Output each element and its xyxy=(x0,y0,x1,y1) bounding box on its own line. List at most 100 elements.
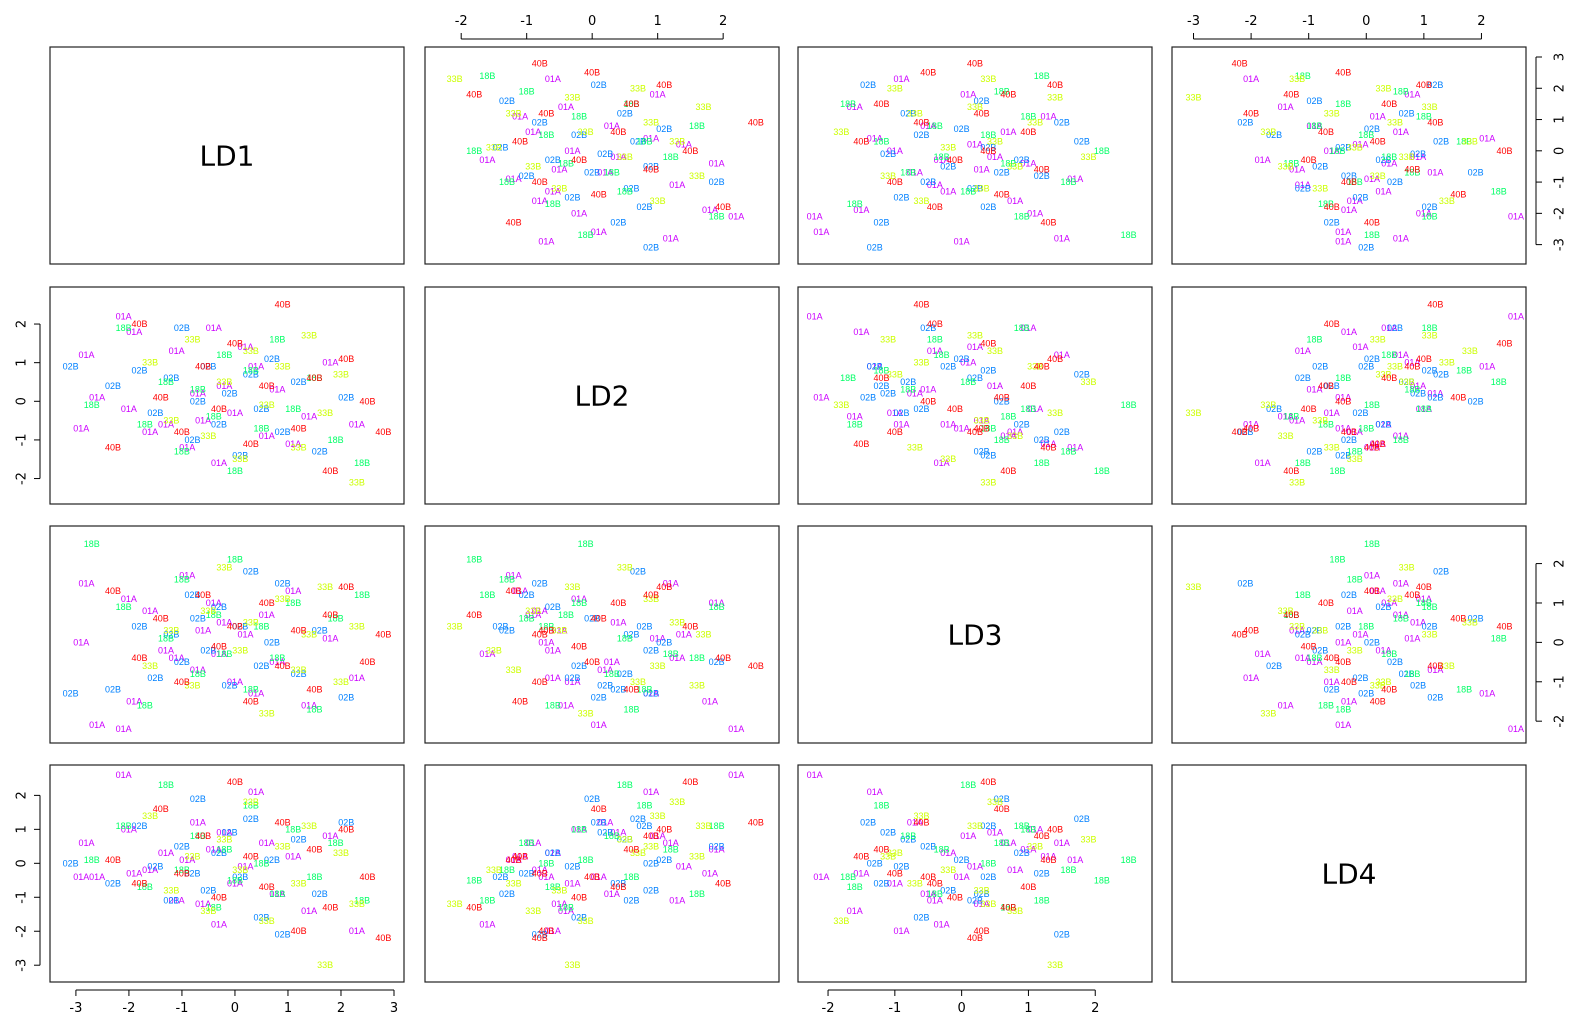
point-label: 18B xyxy=(1335,99,1351,109)
point-label: 33B xyxy=(1007,906,1023,916)
point-label: 02B xyxy=(1387,657,1403,667)
point-label: 02B xyxy=(264,354,280,364)
point-label: 40B xyxy=(105,443,121,453)
point-label: 01A xyxy=(1393,610,1409,620)
point-label: 33B xyxy=(259,916,275,926)
point-label: 33B xyxy=(1289,622,1305,632)
point-label: 01A xyxy=(227,879,243,889)
point-label: 02B xyxy=(132,622,148,632)
point-label: 33B xyxy=(216,377,232,387)
point-label: 01A xyxy=(116,770,132,780)
point-label: 40B xyxy=(1404,590,1420,600)
point-label: 18B xyxy=(1422,211,1438,221)
point-label: 02B xyxy=(709,841,725,851)
point-label: 18B xyxy=(604,669,620,679)
point-label: 01A xyxy=(709,598,725,608)
point-label: 18B xyxy=(1422,602,1438,612)
point-label: 18B xyxy=(960,780,976,790)
point-label: 01A xyxy=(643,787,659,797)
point-label: 02B xyxy=(643,645,659,655)
point-label: 18B xyxy=(519,614,535,624)
point-label: 33B xyxy=(1081,152,1097,162)
point-label: 33B xyxy=(1007,431,1023,441)
point-label: 02B xyxy=(1054,930,1070,940)
point-label: 01A xyxy=(1324,677,1340,687)
point-label: 02B xyxy=(312,447,328,457)
point-label: 18B xyxy=(1416,598,1432,608)
point-label: 02B xyxy=(967,183,983,193)
y-tick-label: -3 xyxy=(15,959,30,972)
point-label: 18B xyxy=(1000,902,1016,912)
point-label: 40B xyxy=(656,80,672,90)
point-label: 02B xyxy=(980,872,996,882)
point-label: 01A xyxy=(73,872,89,882)
point-label: 01A xyxy=(1393,233,1409,243)
point-label: 02B xyxy=(211,848,227,858)
point-label: 18B xyxy=(1347,574,1363,584)
point-label: 33B xyxy=(980,899,996,909)
point-label: 40B xyxy=(174,427,190,437)
point-label: 01A xyxy=(1381,158,1397,168)
point-label: 40B xyxy=(132,879,148,889)
point-label: 02B xyxy=(1364,124,1380,134)
point-label: 01A xyxy=(853,869,869,879)
point-label: 40B xyxy=(1404,165,1420,175)
point-label: 40B xyxy=(1427,300,1443,310)
y-tick-label: -2 xyxy=(15,925,30,938)
point-label: 02B xyxy=(565,193,581,203)
point-label: 02B xyxy=(1353,408,1369,418)
point-label: 18B xyxy=(1456,685,1472,695)
point-label: 18B xyxy=(1121,855,1137,865)
point-label: 33B xyxy=(974,183,990,193)
point-label: 40B xyxy=(967,58,983,68)
point-label: 33B xyxy=(696,102,712,112)
point-label: 40B xyxy=(375,427,391,437)
point-label: 01A xyxy=(1508,724,1524,734)
point-label: 01A xyxy=(676,630,692,640)
point-label: 40B xyxy=(715,202,731,212)
point-label: 18B xyxy=(663,649,679,659)
point-label: 40B xyxy=(1496,338,1512,348)
point-label: 18B xyxy=(216,845,232,855)
point-label: 01A xyxy=(126,327,142,337)
point-label: 18B xyxy=(1121,400,1137,410)
point-label: 01A xyxy=(1040,439,1056,449)
point-label: 18B xyxy=(663,845,679,855)
point-label: 18B xyxy=(499,574,515,584)
point-label: 40B xyxy=(1034,165,1050,175)
point-label: 01A xyxy=(907,389,923,399)
point-label: 18B xyxy=(840,373,856,383)
point-label: 40B xyxy=(623,845,639,855)
point-label: 18B xyxy=(689,121,705,131)
x-tick-label: -2 xyxy=(455,14,468,29)
point-label: 02B xyxy=(643,885,659,895)
point-label: 33B xyxy=(650,811,666,821)
point-label: 02B xyxy=(1295,630,1311,640)
point-label: 40B xyxy=(275,818,291,828)
point-label: 02B xyxy=(1034,869,1050,879)
point-label: 40B xyxy=(571,892,587,902)
point-label: 40B xyxy=(947,404,963,414)
point-label: 02B xyxy=(1427,80,1443,90)
point-label: 01A xyxy=(216,828,232,838)
point-label: 33B xyxy=(987,797,1003,807)
point-label: 33B xyxy=(887,369,903,379)
point-label: 40B xyxy=(682,622,698,632)
point-label: 18B xyxy=(285,824,301,834)
point-label: 40B xyxy=(610,127,626,137)
point-label: 01A xyxy=(907,818,923,828)
point-label: 01A xyxy=(813,392,829,402)
point-label: 02B xyxy=(867,362,883,372)
point-label: 01A xyxy=(591,720,607,730)
point-label: 02B xyxy=(1387,323,1403,333)
point-label: 01A xyxy=(558,906,574,916)
point-label: 40B xyxy=(105,855,121,865)
point-label: 33B xyxy=(317,582,333,592)
y-tick-label: 2 xyxy=(15,791,30,799)
panel-LD4-LD4 xyxy=(1171,764,1527,983)
point-label: 02B xyxy=(994,794,1010,804)
point-label: 40B xyxy=(715,653,731,663)
point-label: 33B xyxy=(1081,377,1097,387)
panel-LD3-LD4 xyxy=(1171,525,1527,744)
